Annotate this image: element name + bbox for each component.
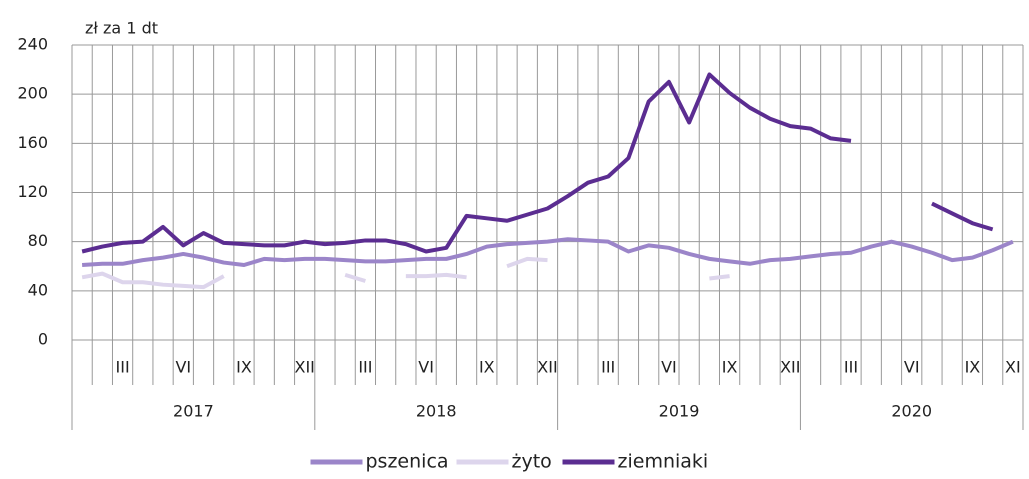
y-tick-label: 160 — [17, 133, 48, 152]
x-tick-label: III — [844, 358, 858, 377]
x-tick-label: IX — [965, 358, 981, 377]
legend-label: żyto — [512, 451, 552, 473]
y-tick-label: 240 — [17, 35, 48, 54]
series-line — [81, 237, 1014, 268]
x-tick-label: XII — [294, 358, 314, 377]
x-tick-label: IX — [236, 358, 252, 377]
legend-label: ziemniaki — [618, 451, 709, 473]
x-tick-label: VI — [418, 358, 434, 377]
x-tick-label: III — [358, 358, 372, 377]
x-tick-label: III — [116, 358, 130, 377]
x-group-label: 2018 — [416, 402, 457, 421]
series-line — [81, 256, 730, 290]
y-tick-label: 120 — [17, 182, 48, 201]
legend-label: pszenica — [366, 451, 449, 473]
series-line — [81, 72, 994, 254]
x-group-label: 2019 — [659, 402, 700, 421]
y-tick-label: 80 — [28, 231, 48, 250]
x-tick-label: VI — [904, 358, 920, 377]
x-tick-label: IX — [479, 358, 495, 377]
x-tick-label: XII — [537, 358, 557, 377]
x-tick-label: XI — [1005, 358, 1021, 377]
x-group-label: 2020 — [891, 402, 932, 421]
x-tick-label: III — [601, 358, 615, 377]
y-axis-label: zł za 1 dt — [85, 19, 158, 38]
y-tick-label: 0 — [38, 330, 48, 349]
x-tick-label: VI — [661, 358, 677, 377]
x-group-label: 2017 — [173, 402, 214, 421]
y-tick-label: 200 — [17, 84, 48, 103]
y-tick-label: 40 — [28, 280, 48, 299]
x-tick-label: VI — [175, 358, 191, 377]
x-tick-label: XII — [780, 358, 800, 377]
x-tick-label: IX — [722, 358, 738, 377]
